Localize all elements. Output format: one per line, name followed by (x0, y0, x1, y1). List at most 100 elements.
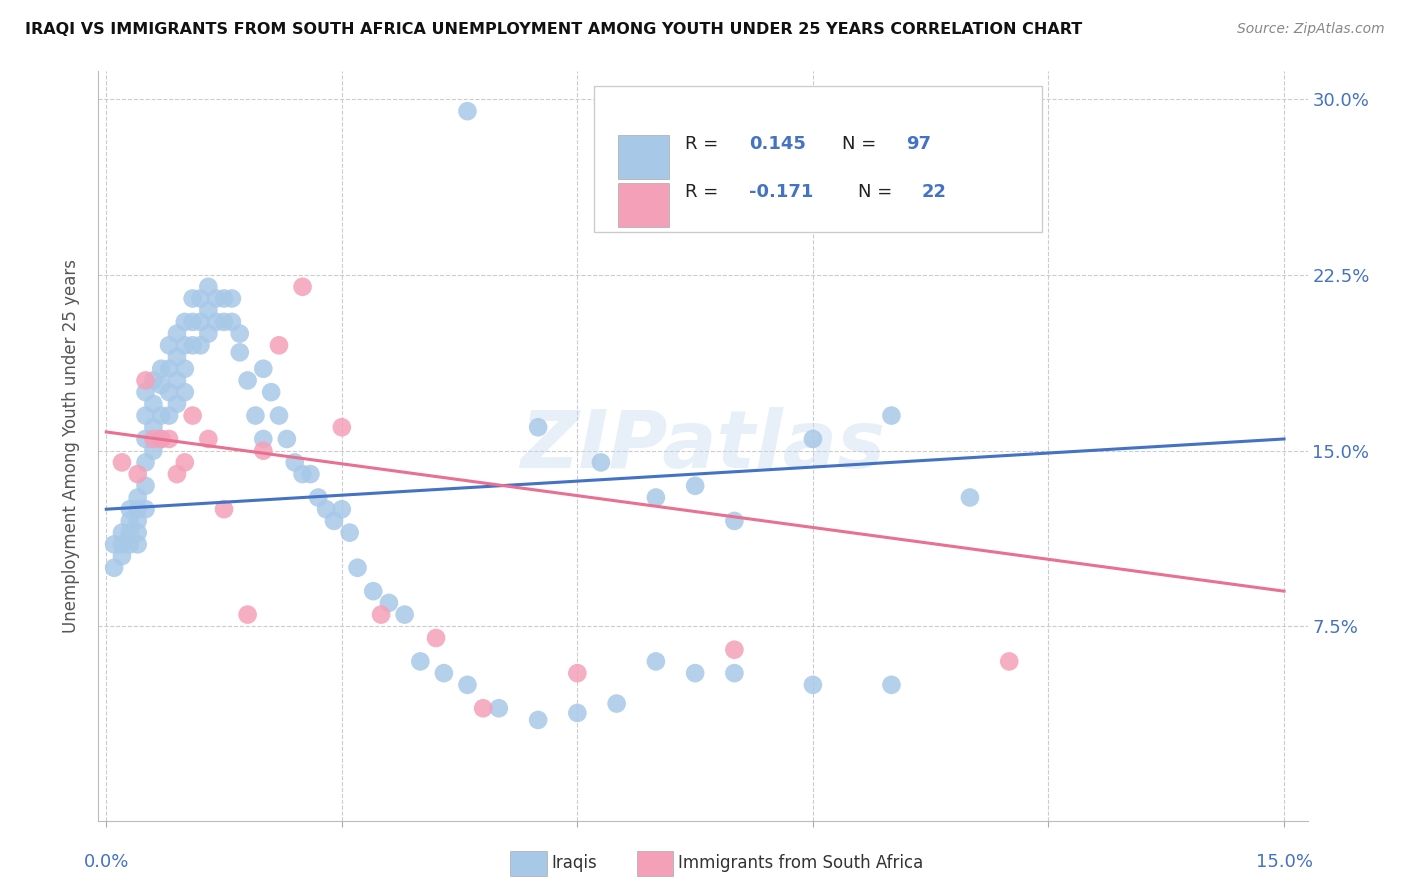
Point (142, 374, 165, 388)
Point (205, 292, 228, 306)
Point (723, 642, 745, 657)
Point (127, 502, 149, 516)
Point (245, 409, 267, 423)
Point (221, 315, 243, 329)
Point (959, 491, 981, 505)
Point (197, 280, 219, 294)
Point (173, 455, 195, 469)
Text: 15.0%: 15.0% (1256, 854, 1313, 871)
Point (229, 345, 252, 359)
Point (135, 385, 157, 400)
Point (229, 326, 252, 341)
Point (135, 432, 157, 446)
Point (197, 303, 219, 318)
Text: Immigrants from South Africa: Immigrants from South Africa (678, 855, 922, 872)
Point (118, 525, 141, 540)
Point (127, 537, 149, 551)
Point (267, 338, 290, 352)
Point (173, 361, 195, 376)
Point (252, 443, 274, 458)
Point (150, 409, 173, 423)
Text: 22: 22 (922, 183, 946, 202)
Point (488, 701, 510, 715)
Point (315, 502, 337, 516)
Point (150, 432, 173, 446)
Point (135, 409, 157, 423)
Point (111, 537, 134, 551)
Point (284, 455, 307, 469)
Point (142, 420, 165, 434)
Text: R =: R = (685, 135, 724, 153)
Point (111, 549, 134, 563)
Point (307, 491, 329, 505)
Point (456, 678, 478, 692)
Text: 0.145: 0.145 (749, 135, 806, 153)
Point (135, 479, 157, 493)
Point (127, 525, 149, 540)
Point (150, 378, 173, 392)
Point (683, 479, 706, 493)
Text: IRAQI VS IMMIGRANTS FROM SOUTH AFRICA UNEMPLOYMENT AMONG YOUTH UNDER 25 YEARS CO: IRAQI VS IMMIGRANTS FROM SOUTH AFRICA UN… (25, 22, 1083, 37)
FancyBboxPatch shape (595, 87, 1042, 233)
Point (221, 292, 243, 306)
Point (801, 432, 824, 446)
Point (378, 596, 401, 610)
Point (181, 292, 204, 306)
Point (236, 374, 259, 388)
Point (190, 338, 212, 352)
Point (157, 338, 180, 352)
Point (330, 420, 353, 434)
Point (567, 666, 589, 681)
Point (606, 697, 628, 711)
Point (173, 315, 195, 329)
Point (142, 432, 165, 446)
Point (135, 502, 157, 516)
Point (127, 491, 149, 505)
Text: Iraqis: Iraqis (551, 855, 598, 872)
Point (197, 432, 219, 446)
Point (236, 607, 259, 622)
Point (212, 502, 235, 516)
Point (527, 420, 550, 434)
Point (135, 455, 157, 469)
Point (118, 502, 141, 516)
Point (190, 292, 212, 306)
Point (135, 374, 157, 388)
Point (197, 326, 219, 341)
Point (111, 455, 134, 469)
Point (361, 584, 384, 599)
Point (252, 361, 274, 376)
Point (157, 432, 180, 446)
Point (118, 514, 141, 528)
Point (276, 432, 298, 446)
Point (150, 432, 173, 446)
Point (567, 706, 589, 720)
Point (252, 432, 274, 446)
Point (173, 385, 195, 400)
Point (142, 397, 165, 411)
Point (267, 409, 290, 423)
Point (370, 607, 392, 622)
Point (166, 326, 188, 341)
Point (111, 525, 134, 540)
Point (425, 631, 447, 645)
Point (394, 607, 416, 622)
Point (323, 514, 346, 528)
Point (472, 701, 495, 715)
Point (166, 374, 188, 388)
Point (150, 361, 173, 376)
Point (723, 666, 745, 681)
Point (157, 361, 180, 376)
Text: ZIPatlas: ZIPatlas (520, 407, 886, 485)
Point (291, 280, 314, 294)
Text: 97: 97 (905, 135, 931, 153)
Point (723, 514, 745, 528)
Point (683, 666, 706, 681)
Point (880, 678, 903, 692)
Point (166, 350, 188, 364)
Point (205, 315, 228, 329)
Point (212, 315, 235, 329)
Point (157, 385, 180, 400)
Point (118, 537, 141, 551)
FancyBboxPatch shape (619, 183, 669, 227)
